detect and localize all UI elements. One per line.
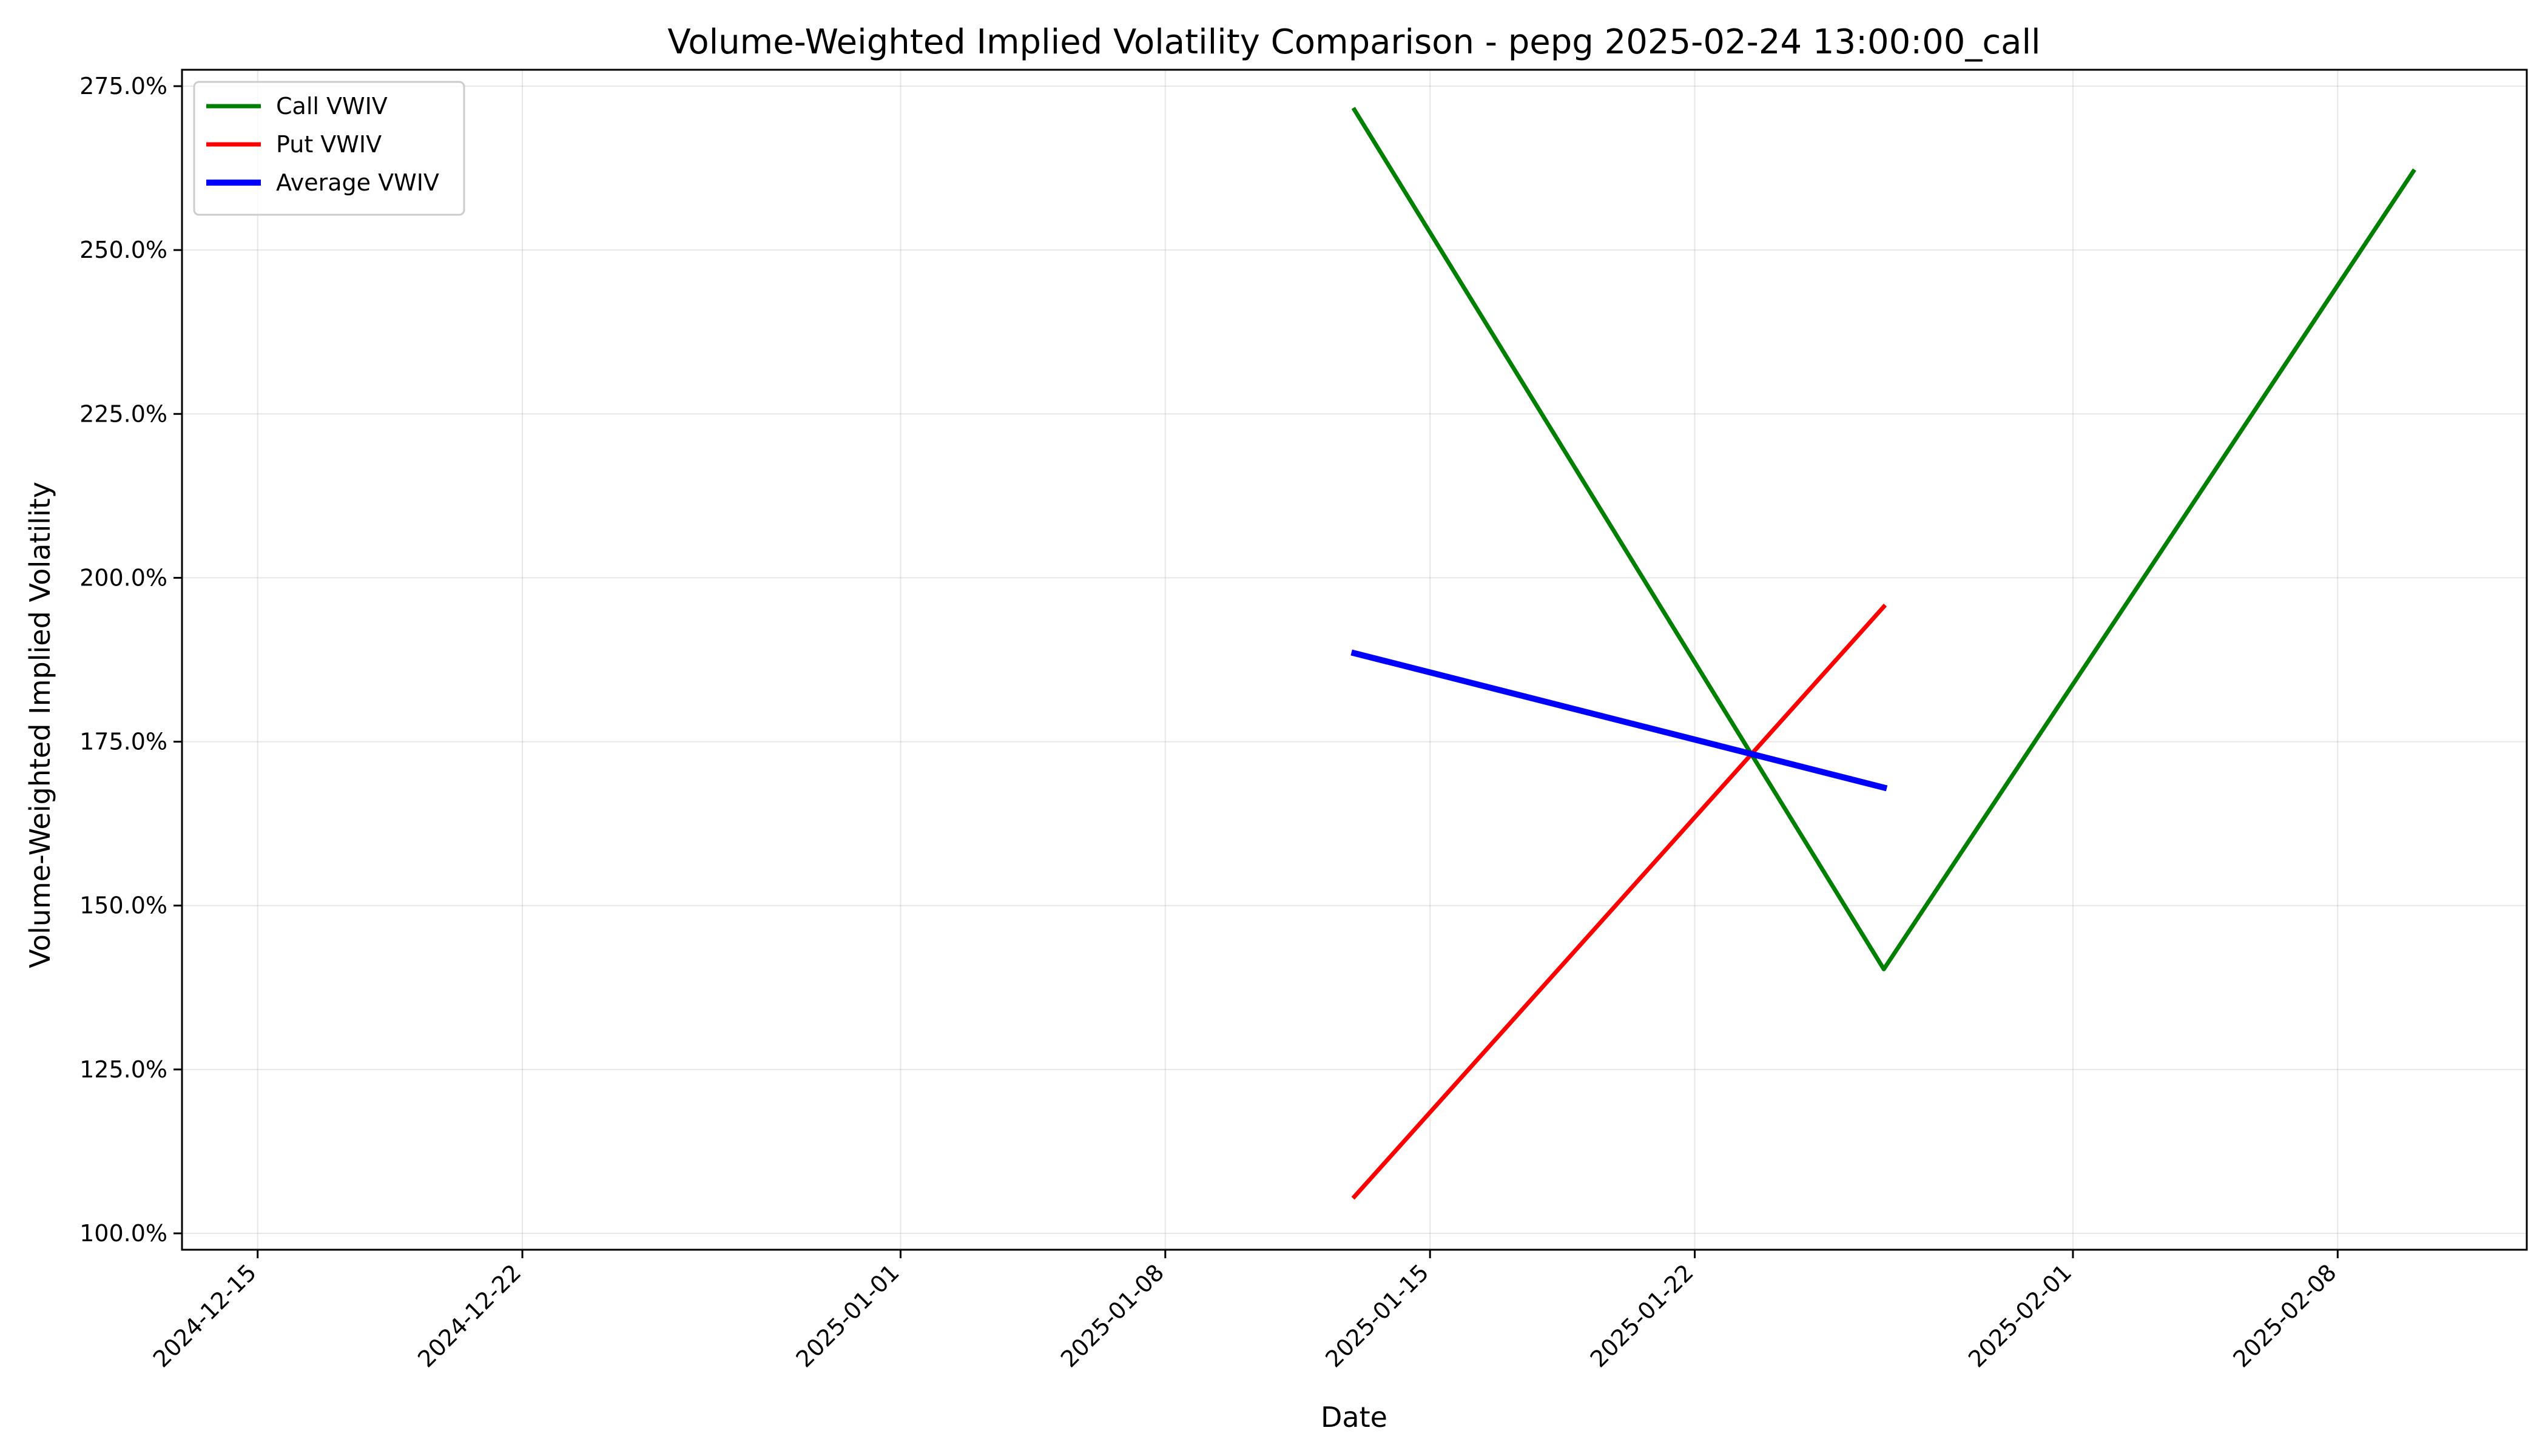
series-line-put-vwiv	[1351, 604, 1887, 1200]
y-tick-label: 225.0%	[79, 400, 167, 427]
plot-area-frame	[181, 69, 2528, 1251]
x-axis-label: Date	[1321, 1401, 1387, 1434]
y-tick-label: 100.0%	[79, 1220, 167, 1247]
y-tick-label: 150.0%	[79, 892, 167, 919]
legend-label-put-vwiv: Put VWIV	[276, 131, 382, 158]
y-tick-label: 275.0%	[79, 73, 167, 99]
legend-label-average-vwiv: Average VWIV	[276, 169, 439, 196]
y-tick-label: 250.0%	[79, 237, 167, 263]
y-axis-label: Volume-Weighted Implied Volatility	[24, 482, 56, 968]
series-group	[1350, 107, 2416, 1200]
legend-label-call-vwiv: Call VWIV	[276, 93, 388, 120]
chart-title: Volume-Weighted Implied Volatility Compa…	[667, 22, 2040, 62]
y-tick-label: 125.0%	[79, 1056, 167, 1083]
series-line-call-vwiv	[1351, 107, 2416, 971]
y-tick-label: 175.0%	[79, 729, 167, 755]
series-line-average-vwiv	[1350, 649, 1888, 792]
legend-box	[193, 81, 465, 216]
legend: Call VWIV Put VWIV Average VWIV	[193, 81, 465, 216]
y-tick-label: 200.0%	[79, 564, 167, 591]
y-axis: 100.0% 125.0% 150.0% 175.0% 200.0% 225.0% 250.…	[79, 73, 182, 1247]
